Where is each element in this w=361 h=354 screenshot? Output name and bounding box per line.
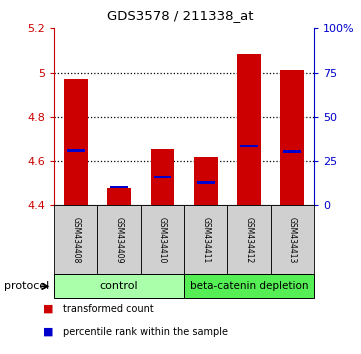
Text: beta-catenin depletion: beta-catenin depletion [190, 281, 308, 291]
Text: GSM434413: GSM434413 [288, 217, 297, 263]
Text: transformed count: transformed count [63, 304, 154, 314]
Bar [67, 149, 85, 152]
Bar [283, 150, 301, 153]
Text: GDS3578 / 211338_at: GDS3578 / 211338_at [107, 9, 254, 22]
Bar [197, 181, 215, 184]
Text: GSM434412: GSM434412 [245, 217, 253, 263]
Text: protocol: protocol [4, 281, 49, 291]
Text: ■: ■ [43, 304, 54, 314]
Bar [194, 156, 218, 205]
Text: percentile rank within the sample: percentile rank within the sample [63, 327, 228, 337]
Text: GSM434408: GSM434408 [71, 217, 80, 263]
Text: control: control [100, 281, 138, 291]
Bar [64, 79, 88, 205]
Text: ■: ■ [43, 327, 54, 337]
Bar [110, 185, 128, 188]
Bar [151, 149, 174, 205]
Bar [107, 188, 131, 205]
Bar [153, 176, 171, 178]
Bar [240, 145, 258, 147]
Text: GSM434409: GSM434409 [115, 217, 123, 263]
Bar [237, 54, 261, 205]
Text: GSM434410: GSM434410 [158, 217, 167, 263]
Bar [280, 70, 304, 205]
Text: GSM434411: GSM434411 [201, 217, 210, 263]
